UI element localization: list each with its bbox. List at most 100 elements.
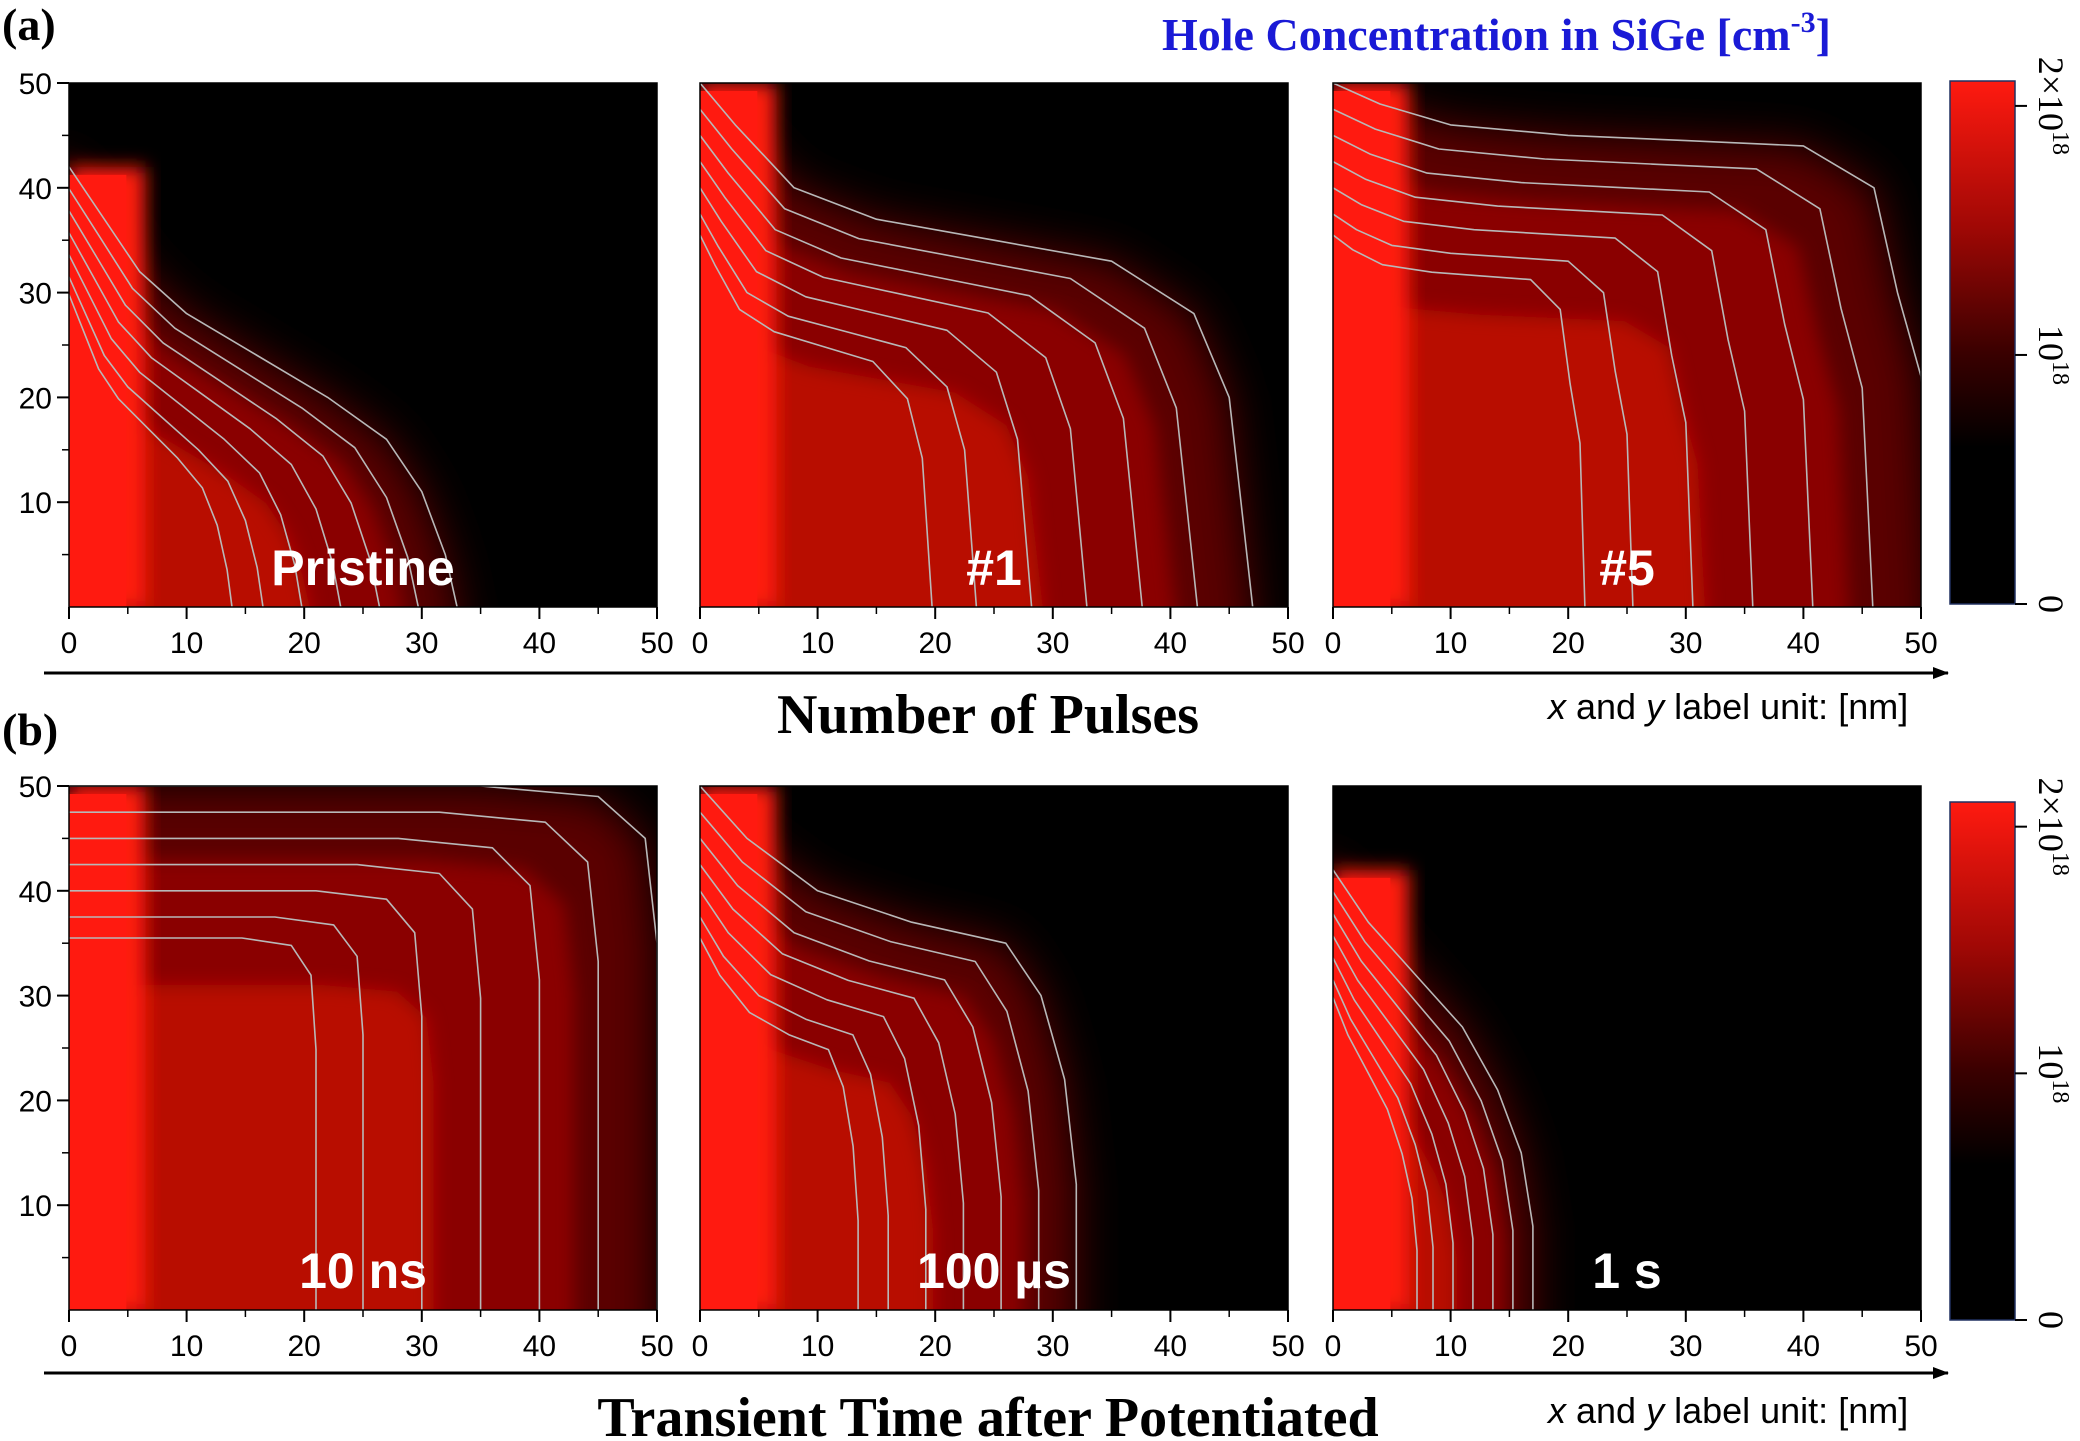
concentration-saturated-core <box>1333 91 1391 607</box>
x-tick-label: 10 <box>801 627 834 660</box>
panel-b-label: (b) <box>2 704 58 755</box>
contour-line <box>700 134 1143 607</box>
x-tick-label: 20 <box>1552 627 1585 660</box>
y-tick-label: 40 <box>19 173 52 206</box>
y-tick-label: 50 <box>19 771 52 804</box>
contour-line <box>700 916 889 1310</box>
x-tick-label: 20 <box>1552 1330 1585 1363</box>
contour-line <box>1333 234 1586 607</box>
x-tick-label: 40 <box>1154 627 1187 660</box>
x-tick-label: 30 <box>1669 627 1702 660</box>
heatmap-panel-4: 0 10 20 30 40 50 100 µs <box>692 785 1305 1363</box>
x-tick-label: 30 <box>1036 627 1069 660</box>
contour-line <box>700 108 1199 607</box>
contour-line <box>1333 935 1474 1310</box>
contour-line <box>69 786 657 1310</box>
contour-line <box>1333 869 1534 1310</box>
contour-line <box>700 161 1088 607</box>
panel-condition-label: #5 <box>1599 540 1655 596</box>
x-tick-label: 10 <box>170 627 203 660</box>
panel-a-label: (a) <box>2 0 56 50</box>
x-tick-label: 40 <box>1787 1330 1820 1363</box>
x-tick-label: 50 <box>1904 1330 1937 1363</box>
concentration-inner <box>69 985 434 1310</box>
contour-line <box>69 863 482 1310</box>
x-tick-label: 50 <box>1271 1330 1304 1363</box>
contour-line <box>1333 213 1634 607</box>
unit-note-a: x and y label unit: [nm] <box>1546 686 1908 727</box>
x-tick-label: 40 <box>523 1330 556 1363</box>
contour-line <box>69 890 423 1310</box>
x-tick-label: 50 <box>640 1330 673 1363</box>
heatmap-panels: 0 10 20 30 40 50 10 20 30 40 50 Pristine 0 10 20 30 40 50… <box>19 68 1938 1363</box>
y-tick-label: 20 <box>19 1085 52 1118</box>
x-tick-label: 30 <box>1669 1330 1702 1363</box>
contour-line <box>69 916 364 1310</box>
concentration-inner <box>700 282 1043 607</box>
x-tick-label: 0 <box>61 627 78 660</box>
heatmap-panel-2: 0 10 20 30 40 50 #5 <box>1325 82 1938 660</box>
x-tick-label: 10 <box>170 1330 203 1363</box>
x-tick-label: 30 <box>405 627 438 660</box>
colorbar-tick-label: 0 <box>2031 595 2071 613</box>
contour-line <box>700 837 1002 1310</box>
x-tick-label: 30 <box>405 1330 438 1363</box>
contour-line <box>1333 913 1494 1310</box>
contour-line <box>1333 134 1814 607</box>
contour-line <box>69 837 541 1310</box>
unit-note-b: x and y label unit: [nm] <box>1546 1390 1908 1431</box>
contour-line <box>1333 108 1874 607</box>
contour-line <box>700 937 859 1310</box>
y-tick-label: 20 <box>19 382 52 415</box>
x-tick-label: 0 <box>692 627 709 660</box>
colorbar-0: 0 1018 2×1018 <box>1949 57 2073 613</box>
contour-line <box>69 276 264 607</box>
concentration-saturated-core <box>1333 877 1391 1310</box>
colorbar-tick-label: 1018 <box>2031 325 2073 385</box>
x-tick-label: 0 <box>1325 1330 1342 1363</box>
x-tick-label: 30 <box>1036 1330 1069 1363</box>
y-tick-label: 30 <box>19 981 52 1014</box>
contour-line <box>700 890 927 1310</box>
contour-line <box>1333 997 1418 1310</box>
colorbar-gradient <box>1949 801 2016 1321</box>
panel-condition-label: 1 s <box>1592 1243 1662 1299</box>
contour-line <box>1333 891 1514 1310</box>
x-tick-label: 0 <box>692 1330 709 1363</box>
x-tick-label: 20 <box>919 627 952 660</box>
heatmap-panel-1: 0 10 20 30 40 50 #1 <box>692 82 1305 660</box>
x-tick-label: 50 <box>1904 627 1937 660</box>
contour-line <box>69 294 233 607</box>
colorbar-tick-label: 1018 <box>2031 1043 2073 1103</box>
x-tick-label: 20 <box>288 1330 321 1363</box>
contour-line <box>1333 83 1921 393</box>
contour-line <box>1333 187 1694 607</box>
contour-line <box>700 187 1033 607</box>
contour-line <box>700 213 978 607</box>
panel-condition-label: #1 <box>966 540 1022 596</box>
y-tick-label: 50 <box>19 68 52 101</box>
row-b-axis-title: Transient Time after Potentiated <box>597 1387 1378 1441</box>
contour-line <box>69 937 317 1310</box>
contour-line <box>69 254 303 607</box>
contour-line <box>1333 160 1754 607</box>
y-tick-label: 40 <box>19 876 52 909</box>
contour-line <box>69 232 342 607</box>
contour-line <box>700 864 965 1310</box>
colorbar-title: Hole Concentration in SiGe [cm-3] <box>1162 6 1831 60</box>
x-tick-label: 10 <box>801 1330 834 1363</box>
x-tick-label: 20 <box>919 1330 952 1363</box>
contour-line <box>700 811 1040 1310</box>
heatmap-panel-3: 0 10 20 30 40 50 10 20 30 40 50 10 ns <box>19 771 674 1363</box>
x-tick-label: 40 <box>1154 1330 1187 1363</box>
contour-line <box>700 786 1078 1310</box>
y-tick-label: 10 <box>19 1190 52 1223</box>
colorbar-gradient <box>1949 80 2016 605</box>
concentration-saturated-core <box>69 794 127 1310</box>
x-tick-label: 10 <box>1434 627 1467 660</box>
x-tick-label: 0 <box>61 1330 78 1363</box>
panel-condition-label: Pristine <box>271 540 454 596</box>
colorbar-tick-label: 2×1018 <box>2031 778 2073 876</box>
x-tick-label: 0 <box>1325 627 1342 660</box>
concentration-inner <box>1333 282 1705 607</box>
